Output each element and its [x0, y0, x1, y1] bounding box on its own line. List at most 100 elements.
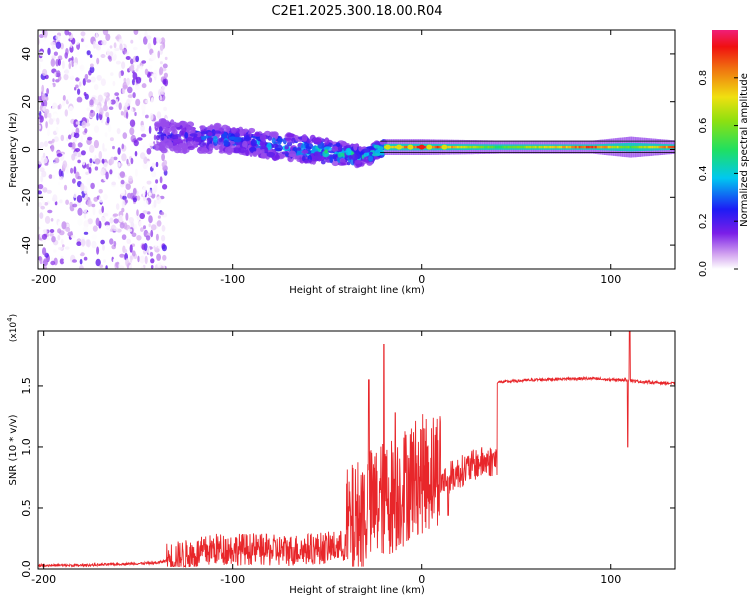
spectrogram-noise-cell	[70, 188, 75, 197]
spectrogram-noise-cell	[103, 217, 107, 223]
spectrogram-noise-cell	[148, 223, 151, 228]
spectrogram-band-cell	[239, 128, 244, 136]
spectrogram-carrier-core	[413, 145, 416, 149]
spectrogram-carrier-core	[542, 145, 545, 149]
spectrogram-noise-cell	[157, 215, 161, 219]
spectrogram-noise-cell	[83, 220, 89, 229]
spectrogram-carrier-core	[584, 145, 587, 149]
spectrogram-noise-cell	[66, 168, 69, 174]
spectrogram-band-cell	[184, 132, 189, 139]
snr-x-tick-label: -100	[220, 573, 245, 586]
spectrogram-carrier-core	[551, 145, 554, 149]
spectrogram-noise-cell	[75, 77, 80, 82]
spectrogram-noise-cell	[86, 79, 92, 83]
spectrogram-noise-cell	[135, 76, 142, 84]
spectrogram-band-cell	[230, 127, 237, 134]
spectrogram-noise-cell	[54, 201, 58, 206]
spectrogram-y-tick-label: 20	[20, 95, 33, 109]
spectrogram-noise-cell	[71, 142, 76, 150]
spectrogram-noise-cell	[133, 139, 139, 147]
spectrogram-noise-cell	[134, 85, 140, 90]
spectrogram-noise-cell	[136, 64, 140, 69]
spectrogram-carrier-core	[578, 145, 581, 149]
spectrogram-carrier-core	[596, 145, 600, 149]
spectrogram-noise-cell	[38, 110, 42, 117]
spectrogram-noise-cell	[74, 132, 80, 139]
spectrogram-carrier-core	[505, 145, 509, 149]
spectrogram-carrier-core	[414, 145, 418, 149]
spectrogram-carrier-core	[465, 145, 469, 149]
spectrogram-noise-cell	[162, 184, 168, 190]
spectrogram-band-cell	[179, 130, 184, 136]
spectrogram-noise-cell	[161, 244, 167, 252]
spectrogram-noise-cell	[146, 211, 151, 215]
spectrogram-band-cell	[196, 131, 202, 138]
spectrogram-noise-cell	[59, 258, 65, 265]
spectrogram-carrier-core	[616, 145, 620, 149]
spectrogram-noise-cell	[77, 176, 82, 180]
spectrogram-noise-cell	[115, 36, 120, 40]
spectrogram-noise-cell	[90, 109, 94, 114]
spectrogram-noise-cell	[45, 121, 48, 129]
spectrogram-noise-cell	[134, 168, 138, 177]
spectrogram-carrier-core	[478, 145, 481, 149]
spectrogram-noise-cell	[121, 234, 127, 241]
spectrogram-noise-cell	[141, 60, 147, 64]
spectrogram-band-cell	[212, 135, 218, 143]
chart-title: C2E1.2025.300.18.00.R04	[271, 4, 442, 19]
snr-x-tick-label: 0	[418, 573, 425, 586]
spectrogram-band-cell	[163, 120, 170, 126]
spectrogram-noise-cell	[91, 203, 96, 208]
spectrogram-noise-cell	[71, 60, 74, 68]
spectrogram-peak-cell	[418, 144, 425, 150]
spectrogram-y-axis-label: Frequency (Hz)	[8, 112, 19, 188]
spectrogram-noise-cell	[63, 259, 68, 263]
spectrogram-band-cell	[219, 145, 223, 153]
spectrogram-carrier-core	[423, 145, 427, 149]
spectrogram-noise-cell	[68, 177, 71, 185]
spectrogram-carrier-core	[647, 145, 651, 149]
spectrogram-band-cell	[266, 151, 276, 158]
spectrogram-noise-cell	[145, 99, 149, 104]
spectrogram-band-cell	[164, 127, 170, 132]
spectrogram-noise-cell	[153, 37, 157, 46]
spectrogram-band-cell	[284, 137, 292, 141]
spectrogram-y-tick-label: 40	[20, 47, 33, 61]
spectrogram-noise-cell	[138, 220, 145, 228]
spectrogram-band-cell	[223, 139, 229, 147]
spectrogram-noise-cell	[103, 212, 109, 217]
spectrogram-carrier-core	[469, 145, 472, 149]
spectrogram-carrier-core	[560, 145, 563, 149]
spectrogram-noise-cell	[159, 61, 163, 65]
spectrogram-noise-cell	[131, 250, 136, 257]
spectrogram-noise-cell	[64, 246, 70, 250]
spectrogram-noise-cell	[96, 181, 100, 188]
spectrogram-carrier-core	[669, 145, 672, 149]
spectrogram-noise-cell	[60, 134, 65, 142]
spectrogram-noise-cell	[83, 208, 87, 213]
spectrogram-noise-cell	[155, 161, 159, 168]
spectrogram-noise-cell	[87, 199, 92, 207]
spectrogram-carrier-core	[485, 145, 489, 149]
spectrogram-noise-cell	[38, 263, 41, 269]
spectrogram-noise-cell	[109, 51, 114, 57]
spectrogram-noise-cell	[72, 137, 78, 143]
spectrogram-carrier-core	[604, 145, 607, 149]
spectrogram-band-cell	[155, 134, 160, 141]
spectrogram-x-tick-label: -200	[31, 273, 56, 286]
spectrogram-noise-cell	[105, 140, 110, 149]
spectrogram-noise-cell	[67, 95, 71, 102]
colorbar-gradient	[712, 30, 738, 269]
spectrogram-carrier-core	[474, 145, 478, 149]
spectrogram-noise-cell	[90, 76, 96, 83]
spectrogram-noise-cell	[151, 162, 156, 169]
spectrogram-noise-cell	[105, 265, 108, 269]
spectrogram-carrier-core	[564, 145, 567, 149]
spectrogram-noise-cell	[105, 111, 110, 118]
spectrogram-x-ticks: -200 -100 0 100	[31, 30, 621, 286]
spectrogram-noise-cell	[135, 55, 140, 63]
spectrogram-noise-cell	[89, 99, 94, 106]
spectrogram-noise-cell	[95, 32, 99, 41]
spectrogram-noise-cell	[140, 65, 143, 70]
spectrogram-noise-cell	[132, 197, 138, 203]
